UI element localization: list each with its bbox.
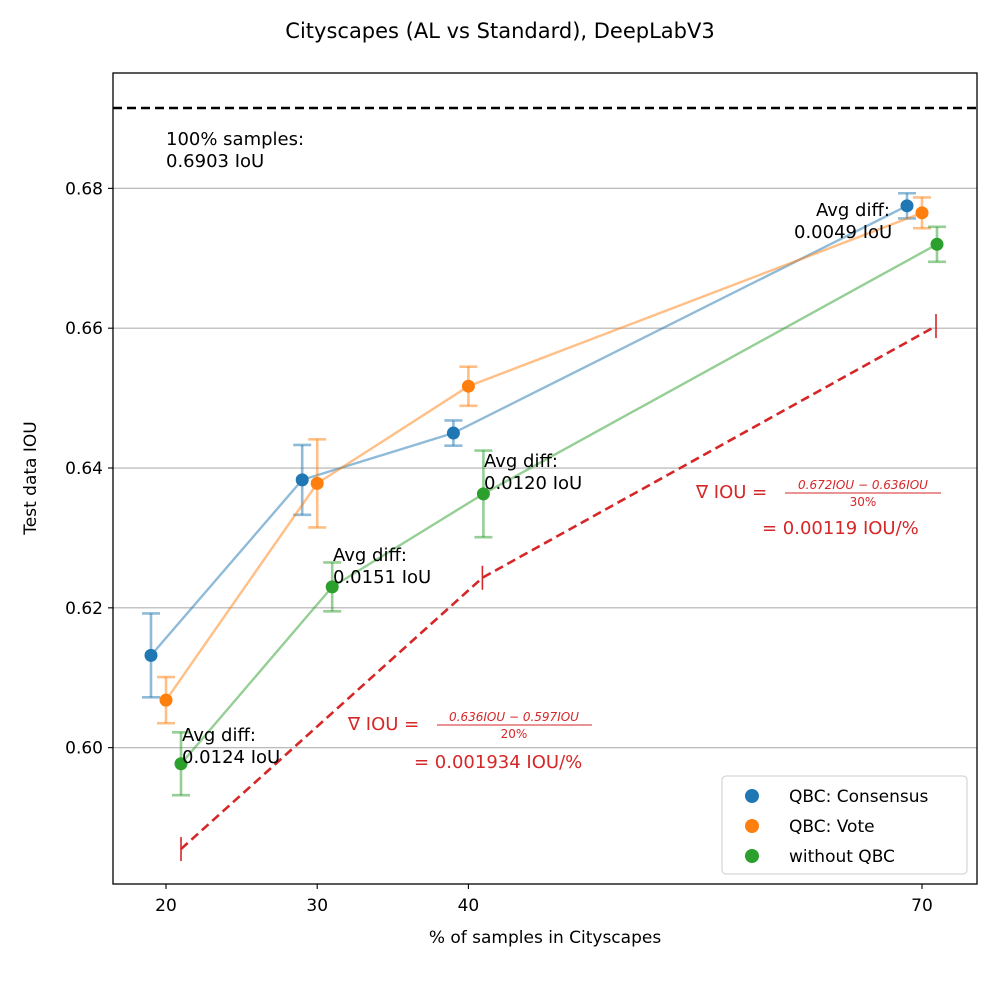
x-tick-label-20: 20	[155, 896, 177, 916]
gradient-2-lhs: ∇ IOU =	[695, 482, 767, 503]
avg-diff-40-line2: 0.0120 IoU	[484, 473, 582, 494]
point-without-qbc-70	[930, 237, 944, 251]
grid-lines	[113, 187, 977, 749]
baseline-label-line1: 100% samples:	[166, 129, 304, 150]
gradient-1-lhs: ∇ IOU =	[347, 714, 419, 735]
legend-label-vote: QBC: Vote	[789, 817, 875, 837]
y-tick-label-0.66: 0.66	[65, 319, 103, 339]
point-qbc-consensus-30	[295, 473, 309, 487]
legend-label-consensus: QBC: Consensus	[789, 787, 929, 807]
avg-diff-30-line2: 0.0151 IoU	[333, 567, 431, 588]
baseline-label-line2: 0.6903 IoU	[166, 151, 264, 172]
y-tick-label-0.64: 0.64	[65, 459, 103, 479]
avg-diff-70-line1: Avg diff:	[816, 200, 890, 221]
y-tick-label-0.68: 0.68	[65, 179, 103, 199]
avg-diff-40-line1: Avg diff:	[484, 451, 558, 472]
series-line-qbc-consensus	[150, 204, 908, 657]
gradient-1-denominator: 20%	[501, 727, 528, 741]
legend-marker-vote	[745, 819, 759, 833]
gradient-line	[180, 314, 937, 862]
point-qbc-vote-30	[310, 476, 324, 490]
avg-diff-70-line2: 0.0049 IoU	[794, 222, 892, 243]
avg-diff-20-line2: 0.0124 IoU	[182, 747, 280, 768]
point-qbc-consensus-40	[446, 426, 460, 440]
x-tick-label-40: 40	[458, 896, 480, 916]
series-line-without-qbc	[180, 243, 938, 765]
legend-label-without-qbc: without QBC	[789, 847, 895, 867]
series-layer	[142, 191, 946, 797]
avg-diff-30-line1: Avg diff:	[333, 545, 407, 566]
series-line-qbc-vote	[165, 211, 923, 701]
legend: QBC: Consensus QBC: Vote without QBC	[721, 775, 968, 875]
gradient-1-numerator: 0.636IOU − 0.597IOU	[449, 710, 579, 724]
point-without-qbc-30	[325, 580, 339, 594]
axis-ticks: 0.60 0.62 0.64 0.66 0.68 20 30 40 70	[65, 179, 933, 916]
legend-box	[721, 775, 968, 875]
x-tick-label-30: 30	[306, 896, 328, 916]
x-axis-label: % of samples in Cityscapes	[429, 928, 662, 948]
point-without-qbc-40	[476, 487, 490, 501]
y-tick-label-0.60: 0.60	[65, 739, 103, 759]
legend-marker-without-qbc	[745, 849, 759, 863]
y-tick-label-0.62: 0.62	[65, 599, 103, 619]
point-qbc-vote-20	[159, 693, 173, 707]
gradient-1-result: = 0.001934 IOU/%	[414, 752, 582, 773]
point-qbc-consensus-20	[144, 648, 158, 662]
x-tick-label-70: 70	[911, 896, 933, 916]
gradient-2-numerator: 0.672IOU − 0.636IOU	[798, 478, 928, 492]
point-qbc-vote-70	[915, 206, 929, 220]
y-axis-label: Test data IOU	[21, 421, 41, 535]
point-qbc-vote-40	[461, 379, 475, 393]
avg-diff-20-line1: Avg diff:	[182, 725, 256, 746]
plot-frame	[112, 72, 978, 885]
legend-marker-consensus	[745, 789, 759, 803]
chart-title: Cityscapes (AL vs Standard), DeepLabV3	[285, 19, 714, 43]
gradient-2-result: = 0.00119 IOU/%	[762, 518, 919, 539]
point-without-qbc-20	[174, 757, 188, 771]
point-qbc-consensus-70	[900, 199, 914, 213]
gradient-2-denominator: 30%	[850, 495, 877, 509]
